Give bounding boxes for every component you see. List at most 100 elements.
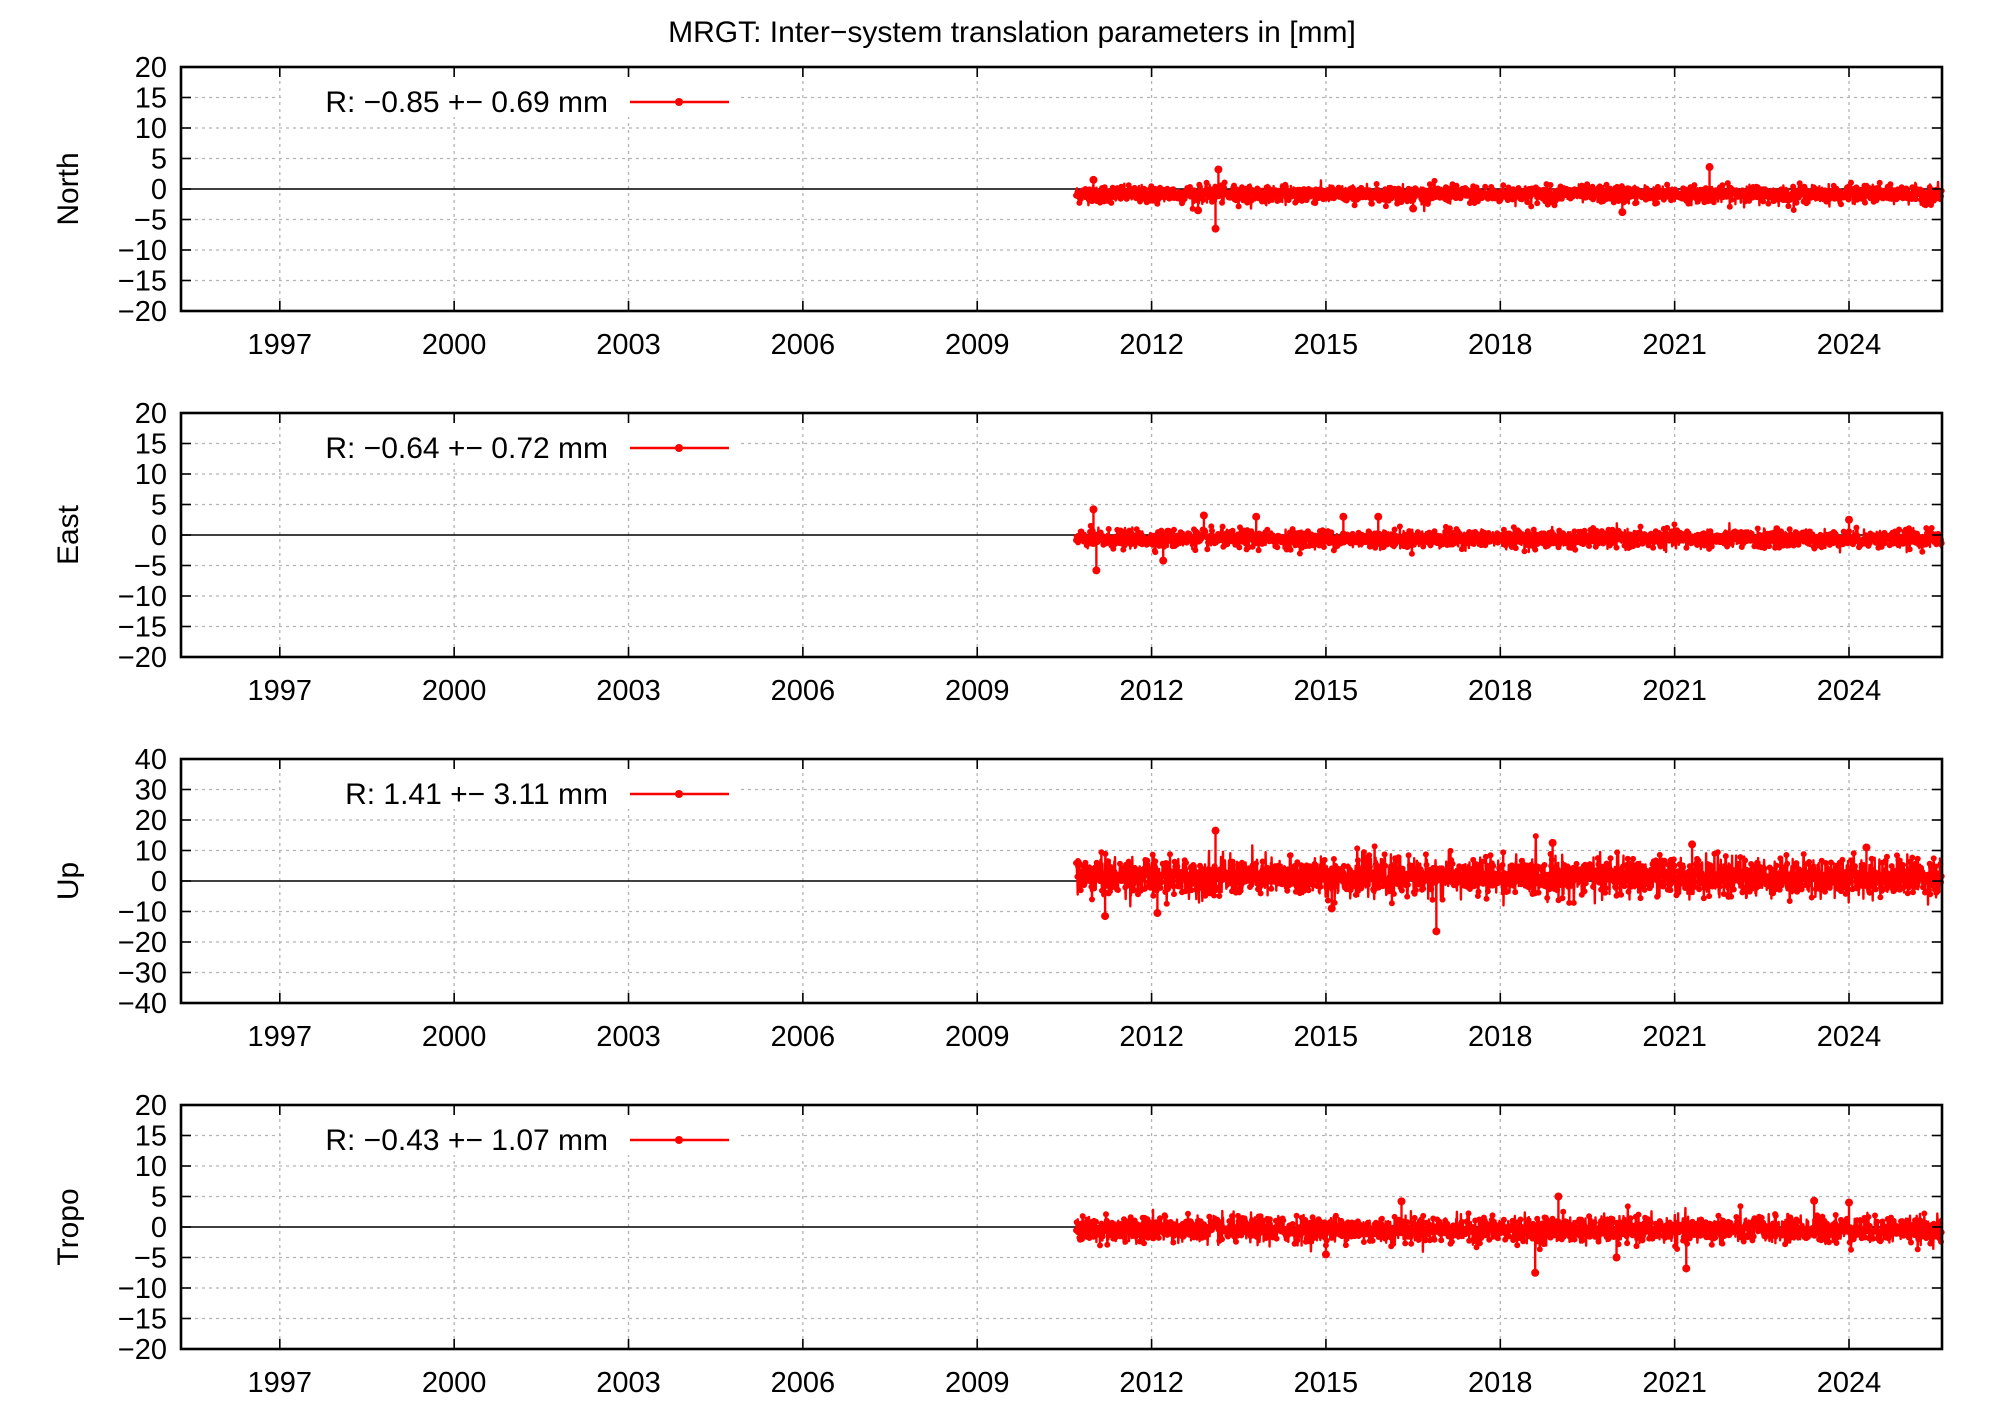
x-tick-label: 1997	[248, 1021, 313, 1053]
y-tick-label: 20	[135, 805, 167, 837]
x-tick-label: 2024	[1817, 675, 1882, 707]
y-tick-label: 15	[135, 83, 167, 115]
data-point	[1810, 1196, 1819, 1205]
x-tick-label: 2012	[1119, 1367, 1184, 1399]
y-tick-label: −15	[118, 266, 167, 298]
y-tick-label: 5	[151, 1182, 167, 1214]
data-point	[1531, 1268, 1540, 1277]
x-tick-label: 2012	[1119, 329, 1184, 361]
y-tick-label: 20	[135, 52, 167, 84]
x-tick-label: 2021	[1642, 1367, 1707, 1399]
series-north	[1073, 163, 1945, 233]
data-point	[1159, 556, 1168, 565]
y-tick-label: −15	[118, 612, 167, 644]
x-tick-label: 2012	[1119, 1021, 1184, 1053]
y-tick-label: 20	[135, 1090, 167, 1122]
y-tick-label: 5	[151, 490, 167, 522]
legend-marker	[675, 98, 683, 106]
legend-label: R: −0.85 +− 0.69 mm	[325, 86, 608, 119]
x-tick-label: 2009	[945, 1021, 1010, 1053]
data-point	[1153, 909, 1162, 918]
x-tick-label: 2006	[771, 1367, 836, 1399]
x-tick-label: 2018	[1468, 675, 1533, 707]
data-point	[1548, 838, 1557, 847]
y-tick-label: −20	[118, 296, 167, 328]
y-tick-label: 0	[151, 174, 167, 206]
data-point	[1688, 840, 1697, 849]
data-point	[1199, 511, 1208, 520]
x-tick-label: 1997	[248, 1367, 313, 1399]
y-tick-label: −15	[118, 1304, 167, 1336]
x-tick-label: 2003	[596, 1021, 661, 1053]
y-tick-label: −10	[118, 235, 167, 267]
y-tick-label: −10	[118, 897, 167, 929]
x-tick-label: 2003	[596, 675, 661, 707]
series-markers	[1073, 1203, 1945, 1253]
data-point	[1845, 1198, 1854, 1207]
data-point	[1409, 204, 1418, 213]
y-tick-label: 40	[135, 744, 167, 776]
x-tick-label: 2012	[1119, 675, 1184, 707]
x-tick-label: 2015	[1294, 329, 1359, 361]
x-tick-label: 2000	[422, 675, 487, 707]
x-tick-label: 1997	[248, 675, 313, 707]
y-tick-label: −20	[118, 1334, 167, 1366]
y-axis-label: Up	[52, 862, 85, 900]
y-tick-label: −5	[134, 551, 167, 583]
x-tick-label: 2018	[1468, 1367, 1533, 1399]
y-tick-label: 10	[135, 836, 167, 868]
y-tick-label: −40	[118, 988, 167, 1020]
data-point	[1705, 163, 1714, 172]
x-tick-label: 2018	[1468, 329, 1533, 361]
legend-label: R: −0.64 +− 0.72 mm	[325, 432, 608, 465]
x-tick-label: 2003	[596, 1367, 661, 1399]
y-tick-label: −10	[118, 1273, 167, 1305]
x-tick-label: 2006	[771, 1021, 836, 1053]
y-tick-label: −5	[134, 205, 167, 237]
y-tick-label: −20	[118, 642, 167, 674]
series-markers	[1073, 177, 1945, 213]
data-point	[1089, 175, 1098, 184]
x-tick-label: 2024	[1817, 1367, 1882, 1399]
series-markers	[1073, 833, 1945, 907]
data-point	[1618, 208, 1627, 217]
data-point	[1612, 1253, 1621, 1262]
y-tick-label: 20	[135, 398, 167, 430]
x-tick-label: 2003	[596, 329, 661, 361]
x-tick-label: 2009	[945, 329, 1010, 361]
x-tick-label: 1997	[248, 329, 313, 361]
data-point	[1101, 912, 1110, 921]
y-tick-label: 30	[135, 775, 167, 807]
data-point	[1252, 512, 1261, 521]
legend-background	[281, 421, 741, 463]
data-point	[1432, 927, 1441, 936]
data-point	[1211, 224, 1220, 233]
legend-label: R: 1.41 +− 3.11 mm	[345, 778, 608, 811]
x-tick-label: 2000	[422, 1021, 487, 1053]
y-axis-label: North	[52, 152, 85, 225]
x-tick-label: 2006	[771, 675, 836, 707]
data-point	[1845, 515, 1854, 524]
y-tick-label: −20	[118, 927, 167, 959]
data-point	[1682, 1264, 1691, 1273]
legend-marker	[675, 1136, 683, 1144]
x-tick-label: 2000	[422, 329, 487, 361]
y-tick-label: 15	[135, 429, 167, 461]
chart-title: MRGT: Inter−system translation parameter…	[668, 16, 1356, 49]
data-point	[1089, 505, 1098, 514]
legend-background	[281, 75, 741, 117]
legend-background	[281, 1113, 741, 1155]
y-tick-label: −10	[118, 581, 167, 613]
x-tick-label: 2024	[1817, 329, 1882, 361]
data-point	[1194, 206, 1203, 215]
y-tick-label: 10	[135, 113, 167, 145]
legend-marker	[675, 790, 683, 798]
x-tick-label: 2015	[1294, 1367, 1359, 1399]
data-point	[1339, 512, 1348, 521]
legend-marker	[675, 444, 683, 452]
x-tick-label: 2000	[422, 1367, 487, 1399]
